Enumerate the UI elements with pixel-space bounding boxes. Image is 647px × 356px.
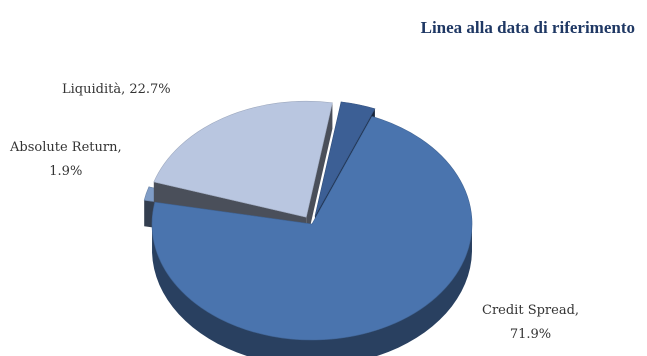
pie-slice-credit-spread [151, 116, 473, 356]
chart-title: Linea alla data di riferimento [420, 18, 635, 37]
label-liquidita: Liquidità, 22.7% [62, 82, 171, 97]
label-absolute-return: Absolute Return, 1.9% [10, 140, 122, 179]
label-credit-spread: Credit Spread, 71.9% [482, 303, 580, 342]
